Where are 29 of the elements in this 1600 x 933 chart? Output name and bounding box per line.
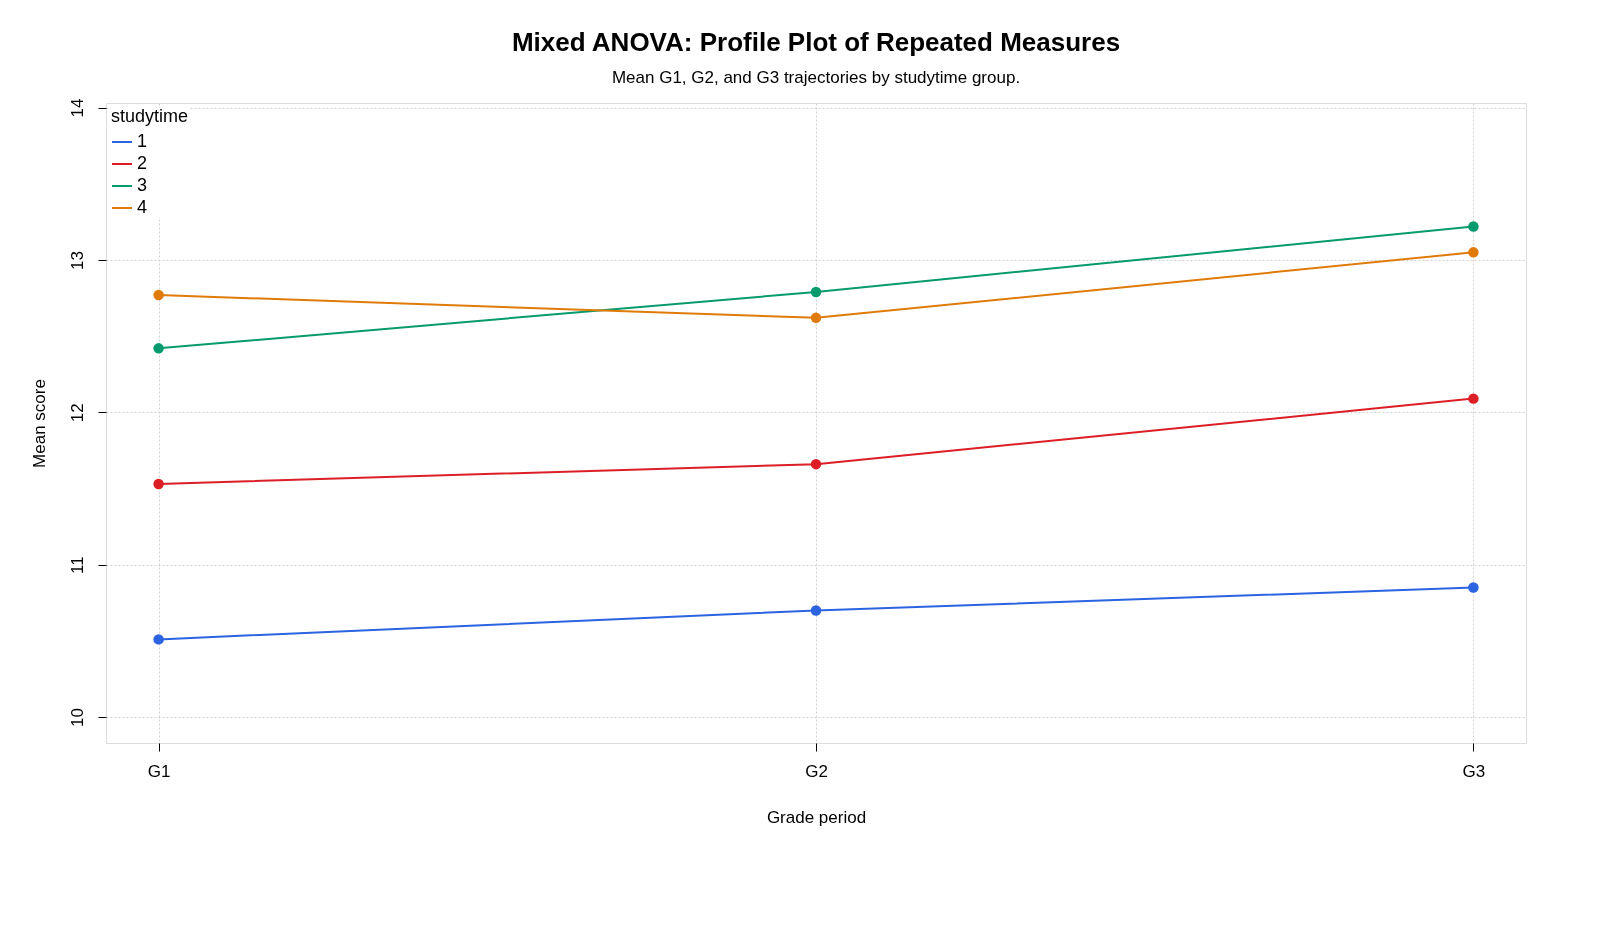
point xyxy=(153,343,164,354)
legend-label: 1 xyxy=(137,131,148,151)
y-axis-title: Mean score xyxy=(29,379,49,468)
point xyxy=(1468,393,1479,404)
x-tick-label: G2 xyxy=(805,761,828,781)
point xyxy=(153,478,164,490)
point xyxy=(810,312,822,324)
legend-label: 3 xyxy=(137,175,148,195)
x-axis-title: Grade period xyxy=(766,807,867,827)
x-tick-label: G1 xyxy=(147,761,171,781)
point xyxy=(1468,582,1479,593)
y-tick-label: 13 xyxy=(67,250,87,270)
legend-title: studytime xyxy=(111,106,189,126)
point xyxy=(1468,221,1479,232)
legend-label: 2 xyxy=(137,153,148,173)
chart-subtitle: Mean G1, G2, and G3 trajectories by studytime group. xyxy=(611,68,1021,88)
y-tick-label: 10 xyxy=(67,708,87,728)
point xyxy=(153,634,164,645)
point xyxy=(810,605,822,616)
point xyxy=(810,286,822,298)
x-tick-label: G3 xyxy=(1462,761,1486,781)
y-tick-label: 14 xyxy=(67,98,87,118)
point xyxy=(810,458,822,470)
y-tick-label: 12 xyxy=(67,403,87,423)
legend-label: 4 xyxy=(137,197,148,217)
y-tick-label: 11 xyxy=(67,556,87,575)
chart-title: Mixed ANOVA: Profile Plot of Repeated Measures xyxy=(511,27,1121,58)
point xyxy=(153,289,164,301)
point xyxy=(1468,247,1479,258)
